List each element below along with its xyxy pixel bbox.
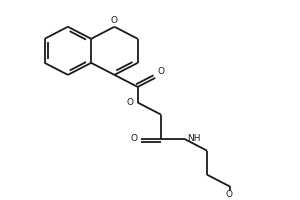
Text: O: O xyxy=(225,190,232,199)
Text: O: O xyxy=(157,67,164,76)
Text: O: O xyxy=(130,134,137,143)
Text: O: O xyxy=(126,98,133,107)
Text: NH: NH xyxy=(187,134,200,143)
Text: O: O xyxy=(111,16,118,25)
